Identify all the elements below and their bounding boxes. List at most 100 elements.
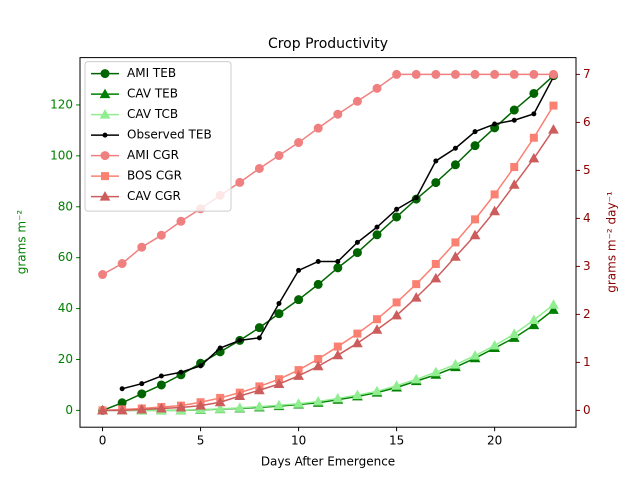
marker <box>195 400 206 410</box>
legend-label: Observed TEB <box>127 128 212 142</box>
marker <box>372 230 382 240</box>
marker <box>529 69 539 79</box>
legend-label: AMI CGR <box>127 148 179 162</box>
marker <box>137 389 147 399</box>
marker <box>235 177 245 187</box>
marker <box>119 386 125 392</box>
marker <box>391 380 402 390</box>
marker <box>510 163 519 172</box>
y-axis-label: grams m⁻² <box>15 210 29 275</box>
marker <box>178 369 184 375</box>
marker <box>392 298 401 307</box>
marker <box>312 395 324 406</box>
marker <box>353 329 362 338</box>
marker <box>214 396 226 407</box>
marker <box>333 109 343 119</box>
marker <box>156 230 166 240</box>
marker <box>489 339 500 350</box>
y-tick-label: 40 <box>58 301 73 315</box>
marker <box>276 300 282 306</box>
marker <box>176 216 186 226</box>
marker <box>431 69 441 79</box>
marker <box>237 337 243 343</box>
marker <box>490 190 499 199</box>
marker <box>254 384 265 395</box>
marker <box>392 212 402 222</box>
marker <box>392 69 402 79</box>
marker <box>411 69 421 79</box>
x-tick-label: 10 <box>291 434 306 448</box>
marker <box>450 359 461 369</box>
marker <box>413 195 419 201</box>
marker <box>508 179 520 189</box>
marker <box>333 263 343 273</box>
marker <box>528 314 540 325</box>
legend-marker <box>99 109 111 119</box>
marker <box>332 392 344 403</box>
marker <box>296 267 302 273</box>
marker <box>217 345 223 351</box>
marker <box>492 121 498 127</box>
marker <box>529 88 539 98</box>
marker <box>471 215 480 224</box>
marker <box>333 342 342 351</box>
marker <box>469 350 481 360</box>
marker <box>528 319 540 330</box>
marker <box>274 151 284 161</box>
marker <box>373 315 382 324</box>
marker <box>410 292 422 302</box>
series-line <box>102 304 554 412</box>
y2-tick-label: 1 <box>583 355 591 369</box>
marker <box>254 323 264 333</box>
legend-label: BOS CGR <box>127 169 182 183</box>
marker <box>274 309 284 319</box>
marker <box>156 380 166 390</box>
legend-label: CAV TEB <box>127 87 178 101</box>
y2-tick-label: 7 <box>583 67 591 81</box>
marker <box>548 69 558 79</box>
marker <box>450 160 460 170</box>
marker <box>472 129 478 135</box>
marker <box>98 270 108 280</box>
y-tick-label: 100 <box>50 148 73 162</box>
marker <box>548 299 559 309</box>
marker <box>175 402 187 412</box>
marker <box>394 206 400 212</box>
marker <box>315 258 321 264</box>
x-tick-label: 15 <box>389 434 404 448</box>
marker <box>529 133 538 142</box>
marker <box>371 385 383 396</box>
y-tick-label: 20 <box>58 352 73 366</box>
x-tick-label: 20 <box>487 434 502 448</box>
marker <box>116 404 128 415</box>
marker <box>410 373 422 384</box>
marker <box>431 260 440 268</box>
marker <box>273 399 285 410</box>
marker <box>452 145 458 151</box>
legend-label: CAV CGR <box>127 189 181 203</box>
marker <box>139 381 145 387</box>
y-tick-label: 60 <box>58 250 73 264</box>
marker <box>312 360 324 371</box>
legend-box <box>84 61 232 212</box>
marker <box>293 370 304 380</box>
marker <box>335 258 341 264</box>
marker <box>294 138 304 148</box>
marker <box>256 335 262 341</box>
marker <box>430 272 442 283</box>
legend-marker <box>100 69 110 79</box>
marker <box>509 105 519 115</box>
chart-title: Crop Productivity <box>268 36 388 52</box>
marker <box>509 69 519 79</box>
marker <box>273 378 285 388</box>
legend-marker <box>99 88 111 99</box>
marker <box>549 101 558 110</box>
y2-tick-label: 0 <box>583 403 591 417</box>
marker <box>137 242 147 252</box>
marker <box>372 83 382 93</box>
marker <box>490 69 500 79</box>
marker <box>352 96 362 106</box>
marker <box>352 389 363 400</box>
marker <box>511 117 517 123</box>
